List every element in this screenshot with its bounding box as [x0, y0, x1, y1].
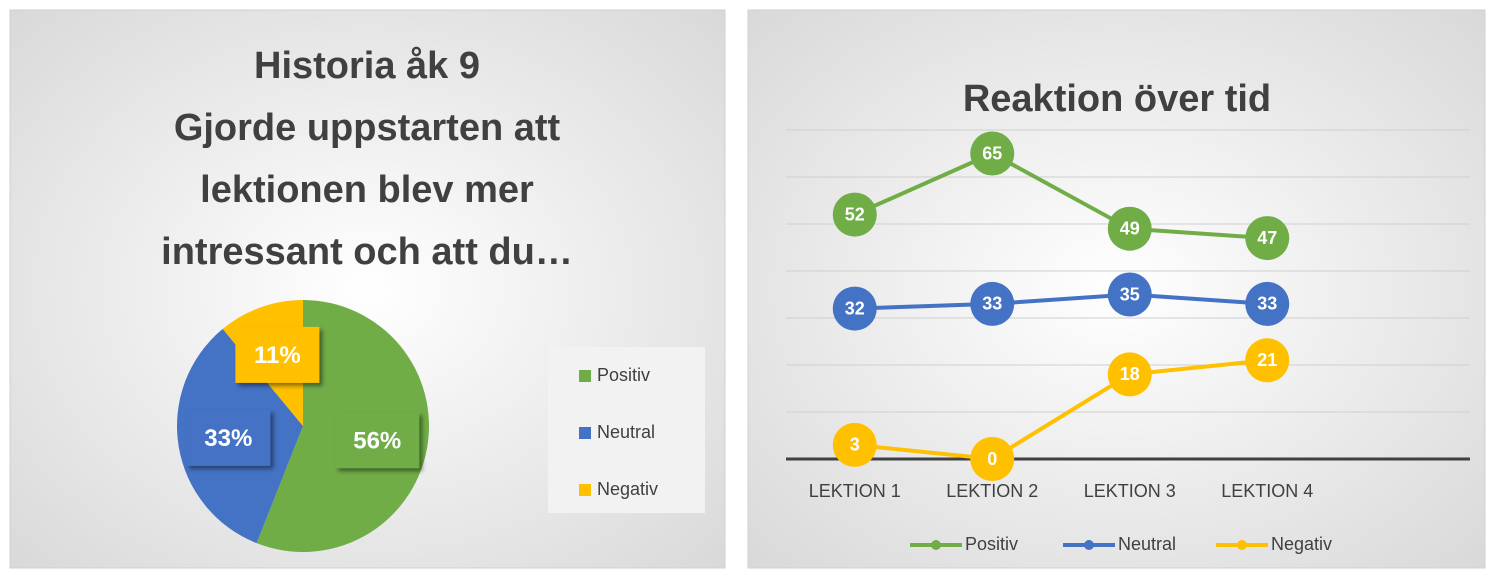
- legend-marker: [1237, 540, 1247, 550]
- legend-label: Positiv: [965, 534, 1018, 554]
- pie-title: Historia åk 9: [254, 45, 480, 87]
- legend-label: Positiv: [597, 365, 650, 385]
- marker: [832, 286, 877, 331]
- data-label-box: [186, 409, 271, 466]
- legend-label: Negativ: [597, 479, 658, 499]
- pie-title: intressant och att du…: [161, 231, 573, 273]
- data-label: 52: [845, 204, 865, 224]
- marker: [1107, 206, 1152, 251]
- x-tick-label: LEKTION 3: [1084, 481, 1176, 501]
- data-label: 33: [1257, 294, 1277, 314]
- data-label-box: [235, 326, 320, 383]
- marker: [1245, 338, 1290, 383]
- series-line: [853, 151, 1268, 241]
- data-label: 65: [982, 143, 1002, 163]
- legend-swatch: [579, 427, 591, 439]
- marker: [832, 422, 877, 467]
- marker: [1245, 281, 1290, 326]
- data-label-box: [335, 412, 420, 469]
- pie-title: lektionen blev mer: [200, 169, 534, 211]
- pie-legend-box: [548, 347, 705, 513]
- data-label: 21: [1257, 350, 1277, 370]
- legend-label: Neutral: [597, 422, 655, 442]
- legend-marker: [1084, 540, 1094, 550]
- data-label: 18: [1120, 364, 1140, 384]
- data-label: 11%: [254, 342, 301, 369]
- data-label: 35: [1120, 284, 1140, 304]
- data-label: 3: [850, 435, 860, 455]
- marker: [970, 281, 1015, 326]
- line-title: Reaktion över tid: [963, 78, 1271, 120]
- marker: [970, 131, 1015, 176]
- legend-label: Neutral: [1118, 534, 1176, 554]
- legend-swatch: [579, 484, 591, 496]
- data-label: 33: [982, 294, 1002, 314]
- x-tick-label: LEKTION 2: [946, 481, 1038, 501]
- marker: [970, 437, 1015, 481]
- marker: [1245, 216, 1290, 261]
- marker: [1107, 272, 1152, 317]
- marker: [1107, 352, 1152, 397]
- series-line: [854, 292, 1268, 311]
- series-line: [854, 358, 1268, 462]
- legend-marker: [931, 540, 941, 550]
- x-tick-label: LEKTION 4: [1221, 481, 1313, 501]
- x-tick-label: LEKTION 1: [809, 481, 901, 501]
- marker: [832, 192, 877, 237]
- data-label: 56%: [353, 428, 401, 455]
- data-label: 0: [987, 449, 997, 469]
- legend-label: Negativ: [1271, 534, 1332, 554]
- data-label: 49: [1120, 218, 1140, 238]
- data-label: 47: [1257, 228, 1277, 248]
- data-label: 32: [845, 298, 865, 318]
- data-label: 33%: [204, 425, 252, 452]
- legend-swatch: [579, 370, 591, 382]
- pie-title: Gjorde uppstarten att: [174, 107, 561, 149]
